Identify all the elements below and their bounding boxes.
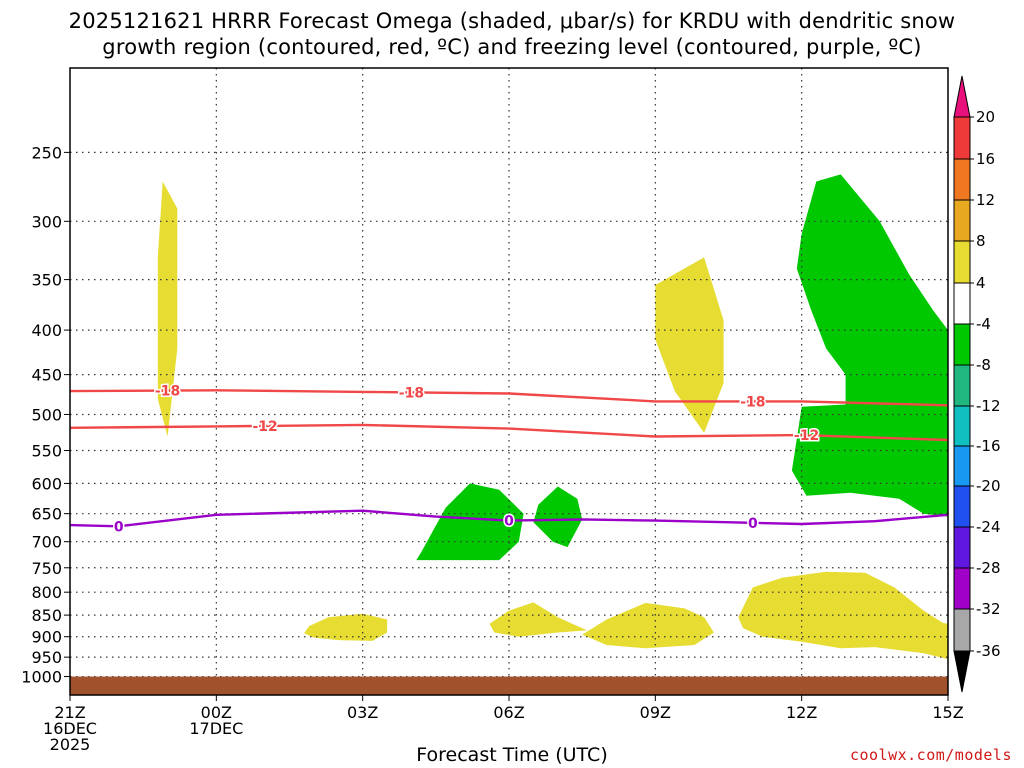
x-axis-label: Forecast Time (UTC) <box>416 744 608 766</box>
colorbar-label-20: 20 <box>976 108 995 126</box>
omega-region-8 <box>582 602 714 649</box>
colorbar-label--12: -12 <box>976 397 1001 415</box>
colorbar: 20 16 12 8 4 -4 -8 -12 -16 -20 -24 -28 -32 -36 <box>953 75 1001 693</box>
contour-line--12 <box>70 423 948 442</box>
colorbar-label-16: 16 <box>976 150 995 168</box>
colorbar-segment-5 <box>953 282 971 325</box>
colorbar-label--4: -4 <box>976 315 991 333</box>
y-tick-label-550: 550 <box>31 442 62 461</box>
colorbar-segment-12 <box>953 567 971 610</box>
y-tick-label-800: 800 <box>31 583 62 602</box>
credit-link[interactable]: coolwx.com/models <box>849 746 1012 764</box>
y-tick-label-400: 400 <box>31 321 62 340</box>
contour--12: -12 -12 <box>70 417 948 446</box>
y-tick-label-900: 900 <box>31 628 62 647</box>
colorbar-segment-3 <box>953 199 971 242</box>
contour-0: 0 0 0 <box>70 509 948 537</box>
title-line-1: 2025121621 HRRR Forecast Omega (shaded, … <box>68 9 956 33</box>
contour-label--18: -18 <box>155 384 180 400</box>
colorbar-label--32: -32 <box>976 600 1001 618</box>
contour-label--18: -18 <box>399 385 424 401</box>
y-tick-label-1000: 1000 <box>21 668 62 687</box>
y-tick-label-300: 300 <box>31 212 62 231</box>
y-tick-label-700: 700 <box>31 533 62 552</box>
colorbar-label-8: 8 <box>976 232 986 250</box>
omega-region-5 <box>533 486 583 548</box>
x-tick-label-6-0: 03Z <box>347 703 378 722</box>
x-tick-label-3-1: 17DEC <box>189 719 243 738</box>
colorbar-top-arrow <box>953 75 971 118</box>
colorbar-segment-8 <box>953 405 971 447</box>
omega-region-4 <box>416 483 524 561</box>
ground-band <box>70 676 948 695</box>
colorbar-segment-6 <box>953 323 971 366</box>
contour-label-0: 0 <box>504 514 514 530</box>
colorbar-segment-1 <box>953 116 971 160</box>
y-tick-label-650: 650 <box>31 505 62 524</box>
plot-area: -18 -18 -18 -12 -12 0 0 0 <box>70 68 948 695</box>
colorbar-segment-2 <box>953 158 971 201</box>
x-tick-label-0-1: 16DEC <box>43 719 97 738</box>
x-tick-label-15-0: 12Z <box>786 703 817 722</box>
colorbar-label--20: -20 <box>976 477 1001 495</box>
colorbar-label--28: -28 <box>976 559 1001 577</box>
colorbar-segment-10 <box>953 485 971 528</box>
colorbar-segment-7 <box>953 364 971 407</box>
colorbar-label--36: -36 <box>976 642 1001 660</box>
y-tick-label-500: 500 <box>31 405 62 424</box>
y-tick-label-950: 950 <box>31 648 62 667</box>
contour-label--12: -12 <box>252 419 277 435</box>
contour-label-0: 0 <box>748 516 758 532</box>
chart-title: 2025121621 HRRR Forecast Omega (shaded, … <box>0 8 1024 60</box>
contour-label-0: 0 <box>114 519 124 535</box>
x-tick-label-18-0: 15Z <box>932 703 963 722</box>
colorbar-label--16: -16 <box>976 437 1001 455</box>
colorbar-segment-11 <box>953 526 971 569</box>
omega-region-2 <box>655 257 724 433</box>
y-tick-label-450: 450 <box>31 366 62 385</box>
y-tick-label-850: 850 <box>31 606 62 625</box>
title-line-2: growth region (contoured, red, ºC) and f… <box>102 35 922 59</box>
x-tick-label-0-2: 2025 <box>50 735 91 754</box>
contour--18: -18 -18 -18 <box>70 382 948 412</box>
contour-line--18 <box>70 389 948 407</box>
omega-region-3 <box>791 174 948 517</box>
colorbar-segment-9 <box>953 445 971 487</box>
colorbar-label-12: 12 <box>976 191 995 209</box>
y-tick-label-250: 250 <box>31 143 62 162</box>
y-tick-label-600: 600 <box>31 474 62 493</box>
omega-region-6 <box>304 613 388 641</box>
omega-region-1 <box>157 181 178 437</box>
y-tick-label-350: 350 <box>31 271 62 290</box>
omega-region-7 <box>489 602 587 637</box>
colorbar-bottom-arrow <box>953 650 971 693</box>
x-tick-label-3-0: 00Z <box>201 703 232 722</box>
colorbar-label--8: -8 <box>976 356 991 374</box>
y-tick-label-750: 750 <box>31 559 62 578</box>
colorbar-segment-13 <box>953 608 971 652</box>
colorbar-label--24: -24 <box>976 518 1001 536</box>
x-tick-label-12-0: 09Z <box>640 703 671 722</box>
contour-label--18: -18 <box>740 394 765 410</box>
x-tick-label-9-0: 06Z <box>493 703 524 722</box>
contour-label--12: -12 <box>794 428 819 444</box>
colorbar-label-4: 4 <box>976 274 986 292</box>
x-tick-label-0-0: 21Z <box>54 703 85 722</box>
contour-line-0 <box>70 509 948 528</box>
colorbar-segment-4 <box>953 240 971 284</box>
